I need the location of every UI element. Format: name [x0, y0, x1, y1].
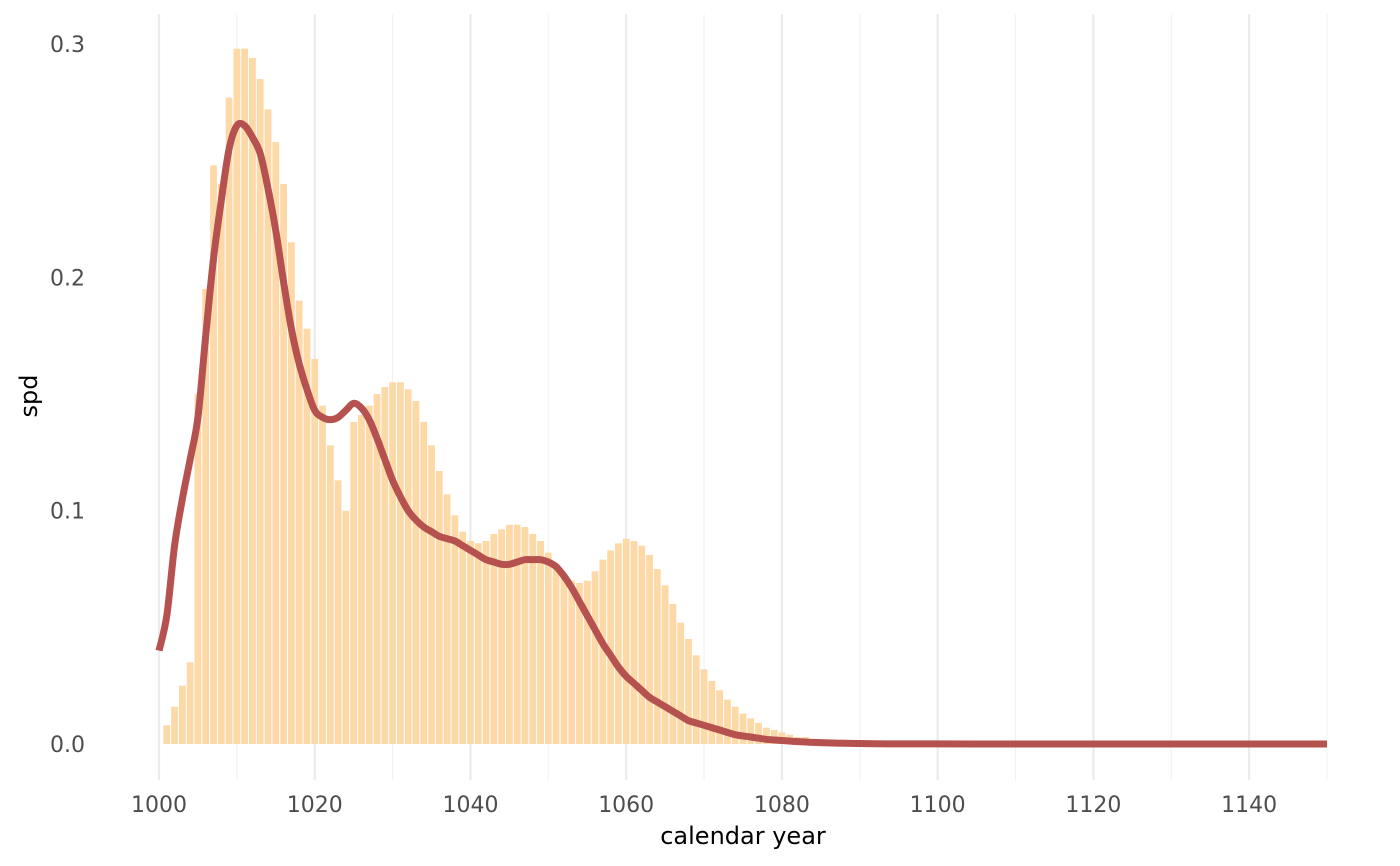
spd-bar: [264, 109, 272, 745]
spd-bar: [334, 480, 342, 744]
spd-bar: [225, 97, 233, 744]
spd-bar: [186, 662, 194, 744]
spd-bar: [599, 559, 607, 744]
spd-bar: [272, 142, 280, 744]
x-tick-label: 1100: [910, 793, 966, 818]
spd-bar: [506, 524, 513, 744]
spd-bar: [241, 48, 249, 744]
spd-bar: [420, 422, 428, 744]
x-tick-label: 1120: [1065, 793, 1121, 818]
spd-line: [155, 119, 1327, 748]
spd-bar: [303, 328, 311, 744]
spd-bar: [295, 300, 303, 744]
spd-bar: [708, 681, 716, 744]
spd-bar: [661, 585, 669, 744]
spd-bar: [217, 184, 225, 744]
spd-bars: [163, 48, 942, 745]
spd-bar: [622, 538, 630, 744]
spd-bar: [435, 471, 443, 744]
spd-bar: [451, 515, 459, 744]
spd-bar: [381, 387, 389, 744]
spd-bar: [319, 405, 326, 744]
spd-bar: [467, 541, 474, 744]
spd-bar: [552, 564, 560, 744]
spd-bar: [396, 382, 404, 744]
spd-bar: [716, 690, 724, 744]
x-tick-label: 1140: [1221, 793, 1277, 818]
x-tick-label: 1040: [442, 793, 498, 818]
spd-curve: [155, 119, 1327, 748]
spd-bar: [537, 541, 544, 744]
spd-bar: [591, 571, 599, 744]
spd-bar: [373, 394, 381, 744]
x-axis-title: calendar year: [660, 822, 826, 850]
spd-bar: [326, 445, 334, 744]
y-axis-title: spd: [15, 375, 43, 418]
spd-bar: [692, 655, 700, 744]
spd-bar: [498, 529, 506, 744]
spd-bar: [287, 242, 295, 745]
spd-bar: [249, 58, 256, 744]
x-axis-ticks: 1000 1020 1040 1060 1080 1100 1120 1140: [131, 793, 1277, 818]
spd-bar: [490, 534, 498, 744]
spd-bar: [163, 725, 171, 744]
spd-bar: [482, 541, 490, 744]
x-tick-label: 1060: [598, 793, 654, 818]
spd-bar: [630, 541, 638, 744]
spd-bar: [210, 165, 217, 745]
spd-bar: [653, 569, 661, 744]
spd-bar: [428, 445, 435, 744]
spd-bar: [685, 639, 692, 744]
spd-bar: [358, 415, 365, 744]
spd-bar: [560, 573, 568, 744]
spd-bar: [755, 723, 762, 744]
y-tick-label: 0.3: [50, 33, 85, 58]
spd-bar: [747, 718, 755, 744]
spd-bar: [202, 289, 210, 744]
spd-bar: [404, 389, 412, 744]
spd-bar: [389, 382, 396, 744]
y-tick-label: 0.0: [50, 733, 85, 758]
spd-bar: [646, 555, 653, 744]
spd-bar: [256, 79, 264, 744]
x-tick-label: 1020: [287, 793, 343, 818]
spd-bar: [544, 552, 552, 744]
y-tick-label: 0.1: [50, 500, 85, 525]
spd-bar: [677, 622, 685, 744]
spd-bar: [669, 604, 677, 744]
spd-bar: [412, 401, 420, 744]
spd-bar: [350, 422, 358, 744]
spd-bar: [459, 531, 467, 744]
spd-bar: [513, 524, 521, 744]
spd-bar: [583, 580, 591, 744]
y-axis-ticks: 0.0 0.1 0.2 0.3: [50, 33, 85, 758]
spd-bar: [529, 534, 537, 744]
y-tick-label: 0.2: [50, 266, 85, 291]
spd-bar: [607, 550, 615, 744]
spd-bar: [700, 669, 708, 744]
spd-bar: [443, 494, 451, 744]
spd-bar: [178, 685, 186, 744]
spd-bar: [615, 543, 622, 744]
spd-bar: [576, 583, 583, 744]
spd-bar: [365, 405, 373, 744]
spd-bar: [194, 394, 202, 744]
spd-bar: [568, 580, 576, 744]
spd-bar: [171, 706, 178, 744]
spd-bar: [739, 713, 747, 744]
spd-bar: [638, 545, 646, 744]
spd-bar: [724, 699, 731, 744]
x-tick-label: 1000: [131, 793, 187, 818]
spd-bar: [280, 184, 287, 744]
spd-bar: [521, 527, 529, 744]
spd-bar: [474, 543, 482, 744]
x-tick-label: 1080: [754, 793, 810, 818]
spd-bar: [311, 359, 319, 744]
spd-bar: [342, 510, 350, 744]
grid-lines: [157, 14, 1328, 780]
spd-bar: [731, 706, 739, 744]
spd-bar: [233, 48, 241, 744]
